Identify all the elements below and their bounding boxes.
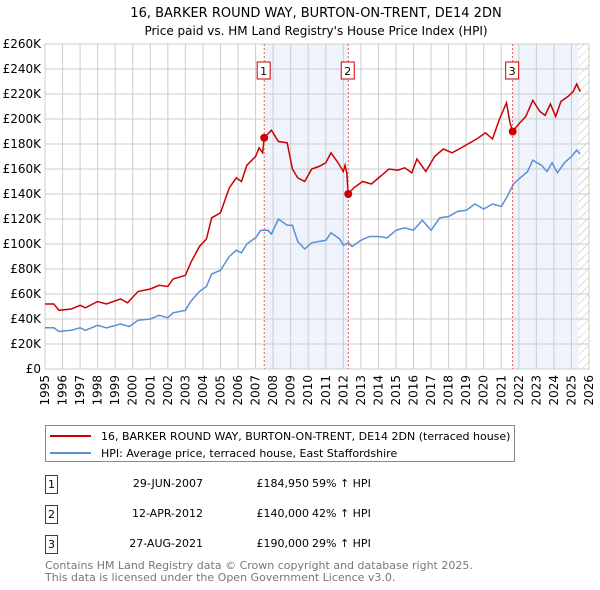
sale-date: 12-APR-2012: [131, 507, 203, 520]
y-tick-label: £120K: [3, 212, 43, 226]
x-tick-label: 2025: [564, 375, 578, 406]
legend-swatch-red: [50, 435, 91, 437]
shaded-period: [512, 44, 579, 369]
sale-hpi-diff: 29% ↑ HPI: [312, 537, 371, 550]
y-tick-label: £80K: [10, 262, 42, 276]
y-tick-label: £40K: [10, 312, 42, 326]
x-tick-label: 1995: [38, 375, 52, 406]
x-tick-label: 2009: [284, 375, 298, 406]
y-tick-label: £220K: [3, 87, 43, 101]
sale-date: 29-JUN-2007: [132, 477, 203, 490]
sale-number: 2: [45, 505, 58, 524]
sale-row: 1 29-JUN-2007 £184,950 59% ↑ HPI: [45, 475, 445, 495]
sale-label-box: [505, 61, 520, 80]
sale-hpi-diff: 42% ↑ HPI: [312, 507, 371, 520]
y-tick-label: £100K: [3, 237, 43, 251]
chart-title: 16, BARKER ROUND WAY, BURTON-ON-TRENT, D…: [130, 6, 501, 21]
x-tick-label: 2017: [424, 375, 438, 406]
sale-label: 1: [260, 65, 267, 78]
x-tick-label: 2003: [178, 375, 192, 406]
sale-label: 2: [344, 65, 351, 78]
sale-row: 2 12-APR-2012 £140,000 42% ↑ HPI: [45, 505, 445, 525]
sale-point: [344, 190, 353, 198]
legend-item-property: 16, BARKER ROUND WAY, BURTON-ON-TRENT, D…: [50, 428, 510, 444]
sale-hpi-diff: 59% ↑ HPI: [312, 477, 371, 490]
x-tick-label: 2024: [547, 375, 561, 406]
footer-copyright: Contains HM Land Registry data © Crown c…: [45, 559, 473, 572]
x-tick-label: 1999: [108, 375, 122, 406]
x-tick-label: 1998: [91, 375, 105, 406]
x-tick-label: 2000: [126, 375, 140, 406]
y-tick-label: £260K: [3, 37, 43, 51]
x-tick-label: 1997: [73, 375, 87, 406]
x-tick-label: 1996: [56, 375, 70, 406]
sale-date: 27-AUG-2021: [129, 537, 203, 550]
legend-label: HPI: Average price, terraced house, East…: [101, 446, 398, 460]
sale-price: £184,950: [256, 477, 310, 490]
forecast-hatch: [578, 44, 589, 369]
y-tick-label: £0: [26, 362, 41, 376]
shaded-period: [264, 44, 349, 369]
x-tick-label: 2002: [161, 375, 175, 406]
sale-point: [508, 127, 517, 136]
x-tick-label: 2016: [407, 375, 421, 406]
x-tick-label: 2006: [231, 375, 245, 406]
x-tick-label: 2020: [477, 375, 491, 406]
x-tick-label: 2012: [336, 375, 350, 406]
legend: 16, BARKER ROUND WAY, BURTON-ON-TRENT, D…: [45, 425, 515, 462]
sale-number: 1: [45, 475, 58, 494]
x-tick-label: 2026: [582, 375, 596, 406]
sale-price: £190,000: [256, 537, 310, 550]
x-tick-label: 2005: [213, 375, 227, 406]
sale-point: [260, 133, 269, 142]
property-price-line: [45, 82, 581, 312]
y-tick-label: £180K: [3, 137, 43, 151]
sale-label-box: [340, 61, 355, 80]
x-tick-label: 2022: [512, 375, 526, 406]
x-tick-label: 2015: [389, 375, 403, 406]
sale-label-box: [256, 61, 271, 80]
x-tick-label: 2021: [494, 375, 508, 406]
y-tick-label: £200K: [3, 112, 43, 126]
sale-number: 3: [45, 535, 58, 554]
sale-price: £140,000: [256, 507, 310, 520]
y-tick-label: £160K: [3, 162, 43, 176]
x-tick-label: 2010: [301, 375, 315, 406]
price-chart: 16, BARKER ROUND WAY, BURTON-ON-TRENT, D…: [3, 6, 596, 406]
legend-label: 16, BARKER ROUND WAY, BURTON-ON-TRENT, D…: [101, 429, 511, 443]
x-tick-label: 2019: [459, 375, 473, 406]
x-tick-label: 2004: [196, 375, 210, 406]
hpi-line: [45, 149, 581, 333]
x-tick-label: 2014: [371, 375, 385, 406]
y-tick-label: £20K: [10, 337, 42, 351]
footer-licence: This data is licensed under the Open Gov…: [45, 571, 396, 584]
y-tick-label: £60K: [10, 287, 42, 301]
legend-item-hpi: HPI: Average price, terraced house, East…: [50, 445, 397, 461]
sale-label: 3: [509, 65, 516, 78]
x-tick-label: 2018: [442, 375, 456, 406]
legend-swatch-blue: [50, 452, 91, 454]
x-tick-label: 2013: [354, 375, 368, 406]
plot-border: [44, 43, 590, 370]
x-tick-label: 2001: [143, 375, 157, 406]
y-tick-label: £140K: [3, 187, 43, 201]
y-tick-label: £240K: [3, 62, 43, 76]
x-tick-label: 2008: [266, 375, 280, 406]
x-tick-label: 2011: [319, 375, 333, 406]
x-tick-label: 2007: [249, 375, 263, 406]
chart-subtitle: Price paid vs. HM Land Registry's House …: [144, 24, 487, 38]
x-tick-label: 2023: [529, 375, 543, 406]
sale-row: 3 27-AUG-2021 £190,000 29% ↑ HPI: [45, 535, 445, 555]
